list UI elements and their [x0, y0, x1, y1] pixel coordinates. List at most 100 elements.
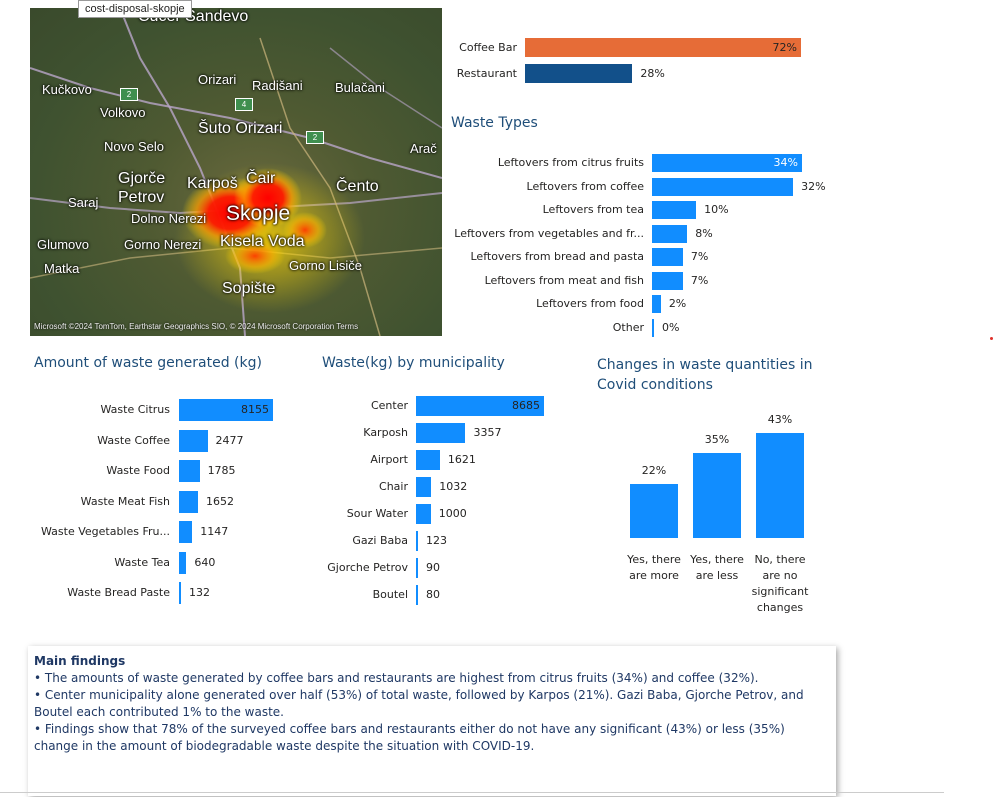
- bar-value-label: 10%: [704, 203, 729, 216]
- bar[interactable]: [652, 295, 661, 313]
- bar[interactable]: [179, 399, 273, 421]
- bar[interactable]: [756, 433, 804, 538]
- bar-value-label: 1652: [206, 494, 235, 508]
- red-dot-marker: [990, 337, 993, 340]
- road-badge: 4: [235, 98, 253, 111]
- map-label-kisela-voda: Kisela Voda: [220, 233, 305, 250]
- bar-category-label: Leftovers from vegetables and fr...: [454, 226, 644, 240]
- waste-types-chart[interactable]: Leftovers from citrus fruits 34% Leftovers…: [450, 150, 840, 340]
- bar-category-label-line: significant: [751, 585, 809, 598]
- road-badge: 2: [120, 88, 138, 101]
- bar-category-label: Gazi Baba: [352, 534, 408, 547]
- bar[interactable]: [416, 396, 544, 416]
- bar-category-label-line: changes: [756, 601, 804, 614]
- map-label-saraj: Saraj: [68, 195, 99, 210]
- map-label-gorno-lisice: Gorno Lisiče: [289, 258, 362, 273]
- map-label-arac: Arač: [410, 141, 437, 156]
- bar-value-label: 2%: [668, 297, 687, 310]
- map-label-skopje: Skopje: [226, 202, 291, 225]
- covid-title: Changes in waste quantities in Covid con…: [597, 357, 813, 393]
- map-label-novo-selo: Novo Selo: [104, 139, 164, 154]
- bar[interactable]: [652, 201, 697, 219]
- bar-value-label: 0%: [662, 320, 680, 334]
- bar[interactable]: [416, 558, 418, 578]
- bar[interactable]: [179, 551, 187, 574]
- bar[interactable]: [525, 64, 633, 83]
- bar[interactable]: [652, 154, 802, 172]
- bar[interactable]: [652, 177, 794, 196]
- municipality-chart[interactable]: Center 8685 Karposh 3357 Airport 1621 Chair 103…: [318, 393, 588, 613]
- findings-title: Main findings: [34, 654, 126, 668]
- bar-value-label: 3357: [473, 426, 502, 439]
- bar[interactable]: [630, 484, 678, 538]
- map-label-dolno-nerezi: Dolno Nerezi: [131, 211, 207, 226]
- bar[interactable]: [416, 531, 418, 551]
- bar-category-label: Yes, there are more: [620, 552, 688, 584]
- bar[interactable]: [652, 318, 654, 337]
- bar-category-label-line: Yes, there: [690, 553, 744, 566]
- map-label-kuckovo: Kučkovo: [42, 82, 92, 97]
- bar[interactable]: [652, 248, 683, 266]
- bar-category-label: Leftovers from bread and pasta: [470, 250, 645, 263]
- bar-category-label: No, there are no significant changes: [746, 552, 814, 616]
- bar[interactable]: [416, 585, 418, 605]
- bar[interactable]: [179, 460, 200, 482]
- bar-value-label: 43%: [767, 413, 793, 426]
- bar[interactable]: [416, 450, 440, 470]
- map-label-bulacani: Bulačani: [335, 80, 385, 95]
- bar-value-label: 35%: [704, 432, 730, 446]
- bar[interactable]: [525, 38, 801, 57]
- map-label-radisani: Radišani: [252, 78, 303, 93]
- bar[interactable]: [179, 490, 199, 513]
- bar-category-label: Gjorche Petrov: [327, 561, 408, 574]
- map-roads: [30, 8, 442, 336]
- bar-category-label: Leftovers from coffee: [526, 179, 644, 193]
- bar-value-label: 80: [426, 588, 440, 601]
- map-label-matka: Matka: [44, 261, 80, 276]
- bar-category-label: Sour Water: [346, 507, 408, 520]
- finding-item: • The amounts of waste generated by coff…: [34, 671, 759, 685]
- findings-list: • The amounts of waste generated by coff…: [28, 670, 836, 755]
- bar-value-label: 1032: [439, 480, 468, 493]
- bar-value-label: 72%: [772, 40, 797, 54]
- bar[interactable]: [179, 429, 208, 452]
- bar-category-label: Leftovers from citrus fruits: [497, 156, 644, 169]
- bar-category-label: Center: [370, 399, 408, 412]
- map-attribution[interactable]: Microsoft ©2024 TomTom, Earthstar Geogra…: [34, 322, 359, 331]
- map-label-suto-orizari: Šuto Orizari: [198, 120, 283, 137]
- bar[interactable]: [652, 271, 683, 290]
- map-label-cair: Čair: [246, 170, 276, 187]
- bar[interactable]: [179, 521, 193, 543]
- bar-category-label: Leftovers from food: [536, 297, 644, 310]
- map-label-cento: Čento: [336, 178, 379, 195]
- bar-value-label: 32%: [801, 179, 826, 193]
- bar[interactable]: [416, 423, 466, 443]
- finding-item: • Center municipality alone generated ov…: [34, 688, 804, 719]
- bar-value-label: 34%: [773, 156, 798, 169]
- amount-chart[interactable]: Waste Citrus 8155 Waste Coffee 2477 Waste Fo…: [30, 395, 310, 610]
- heat-map[interactable]: Čučer Sandevo Kučkovo 2 Volkovo Orizari …: [30, 8, 442, 336]
- bar-value-label: 132: [189, 586, 210, 599]
- bar-category-label: Airport: [370, 453, 408, 466]
- bar-category-label: Waste Citrus: [100, 403, 171, 416]
- waste-types-title: Waste Types: [451, 115, 538, 131]
- bar-category-label-line: Yes, there: [627, 553, 681, 566]
- map-label-gorno-nerezi: Gorno Nerezi: [124, 237, 202, 252]
- bar[interactable]: [693, 452, 741, 538]
- bar[interactable]: [416, 504, 431, 524]
- bar-category-label-line: are more: [629, 569, 679, 582]
- main-findings-panel: Main findings • The amounts of waste gen…: [28, 646, 836, 796]
- covid-chart[interactable]: 22% Yes, there are more 35% Yes, there are le…: [620, 405, 820, 620]
- bar-value-label: 1621: [447, 453, 476, 466]
- map-label-petrov: Petrov: [118, 189, 165, 206]
- bar-value-label: 7%: [690, 273, 709, 287]
- road-badge: 2: [306, 131, 324, 144]
- bar[interactable]: [416, 477, 432, 497]
- bar[interactable]: [652, 224, 688, 243]
- bar[interactable]: [179, 582, 181, 604]
- map-label-gjorce: Gjorče: [118, 170, 166, 187]
- bar-category-label: Restaurant: [456, 66, 517, 80]
- bar-category-label: Chair: [379, 480, 408, 493]
- venue-type-chart[interactable]: Coffee Bar 72% Restaurant 28%: [450, 34, 810, 92]
- bar-category-label: Coffee Bar: [459, 40, 517, 54]
